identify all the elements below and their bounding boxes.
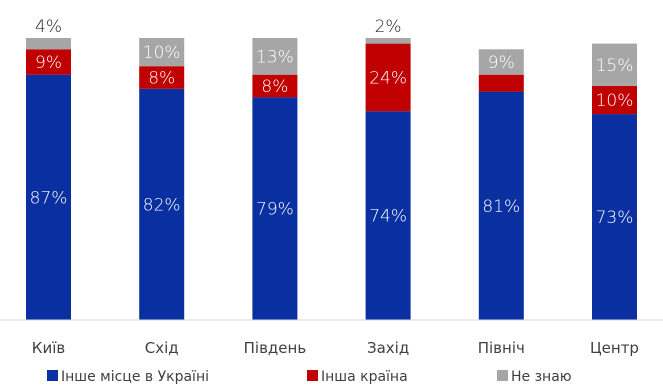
category-label-4: Північ [478, 339, 525, 357]
data-label-2-3: 2% [375, 17, 402, 37]
bar-segment-0-2 [252, 97, 298, 320]
bar-segment-0-1 [139, 88, 185, 320]
data-label-2-1: 10% [143, 43, 181, 63]
bar-segment-0-4 [478, 91, 524, 320]
legend-label-2: Не знаю [511, 369, 572, 385]
legend-swatch-2 [497, 370, 508, 381]
legend-label-0: Інше місце в Україні [61, 369, 209, 385]
category-label-1: Схід [145, 339, 179, 357]
bar-segment-0-0 [26, 74, 71, 320]
legend-swatch-0 [47, 370, 58, 381]
bars-layer: 87%9%4%82%8%10%79%8%13%74%24%2%81%6%9%73… [26, 17, 637, 320]
data-label-0-5: 73% [596, 208, 634, 228]
legend-label-1: Інша країна [321, 369, 408, 385]
category-labels: Київ Схід Південь Захід Північ Центр [32, 339, 639, 357]
data-label-2-2: 13% [256, 47, 294, 67]
bar-segment-1-1 [139, 66, 185, 89]
data-label-1-5: 10% [596, 91, 634, 111]
data-label-0-1: 82% [143, 195, 181, 215]
bar-segment-2-2 [252, 38, 298, 75]
data-label-0-4: 81% [482, 197, 520, 217]
bar-segment-1-0 [26, 49, 71, 75]
bar-segment-0-3 [365, 111, 411, 320]
bar-segment-2-4 [478, 49, 524, 75]
data-label-2-5: 15% [596, 56, 634, 76]
data-label-2-4: 9% [488, 53, 515, 73]
bar-segment-0-5 [592, 114, 637, 320]
category-label-2: Південь [244, 339, 307, 357]
bar-segment-1-2 [252, 74, 298, 98]
bar-segment-2-3 [365, 38, 411, 44]
bar-segment-2-1 [139, 38, 185, 67]
legend: Інше місце в Україні Інша країна Не знаю [47, 369, 572, 385]
bar-segment-1-5 [592, 85, 637, 115]
data-label-0-0: 87% [30, 188, 68, 208]
data-label-2-0: 4% [35, 17, 62, 37]
data-label-1-0: 9% [35, 53, 62, 73]
data-label-1-2: 8% [261, 77, 288, 97]
bar-segment-2-5 [592, 43, 637, 86]
bar-segment-1-4 [478, 74, 524, 92]
legend-swatch-1 [307, 370, 318, 381]
bar-segment-2-0 [26, 38, 71, 50]
data-label-1-1: 8% [148, 69, 175, 89]
category-label-0: Київ [32, 339, 65, 357]
data-label-0-3: 74% [369, 207, 407, 227]
data-label-1-3: 24% [369, 69, 407, 89]
category-label-5: Центр [590, 339, 639, 357]
data-label-0-2: 79% [256, 200, 294, 220]
category-label-3: Захід [367, 339, 409, 357]
bar-segment-1-3 [365, 43, 411, 112]
